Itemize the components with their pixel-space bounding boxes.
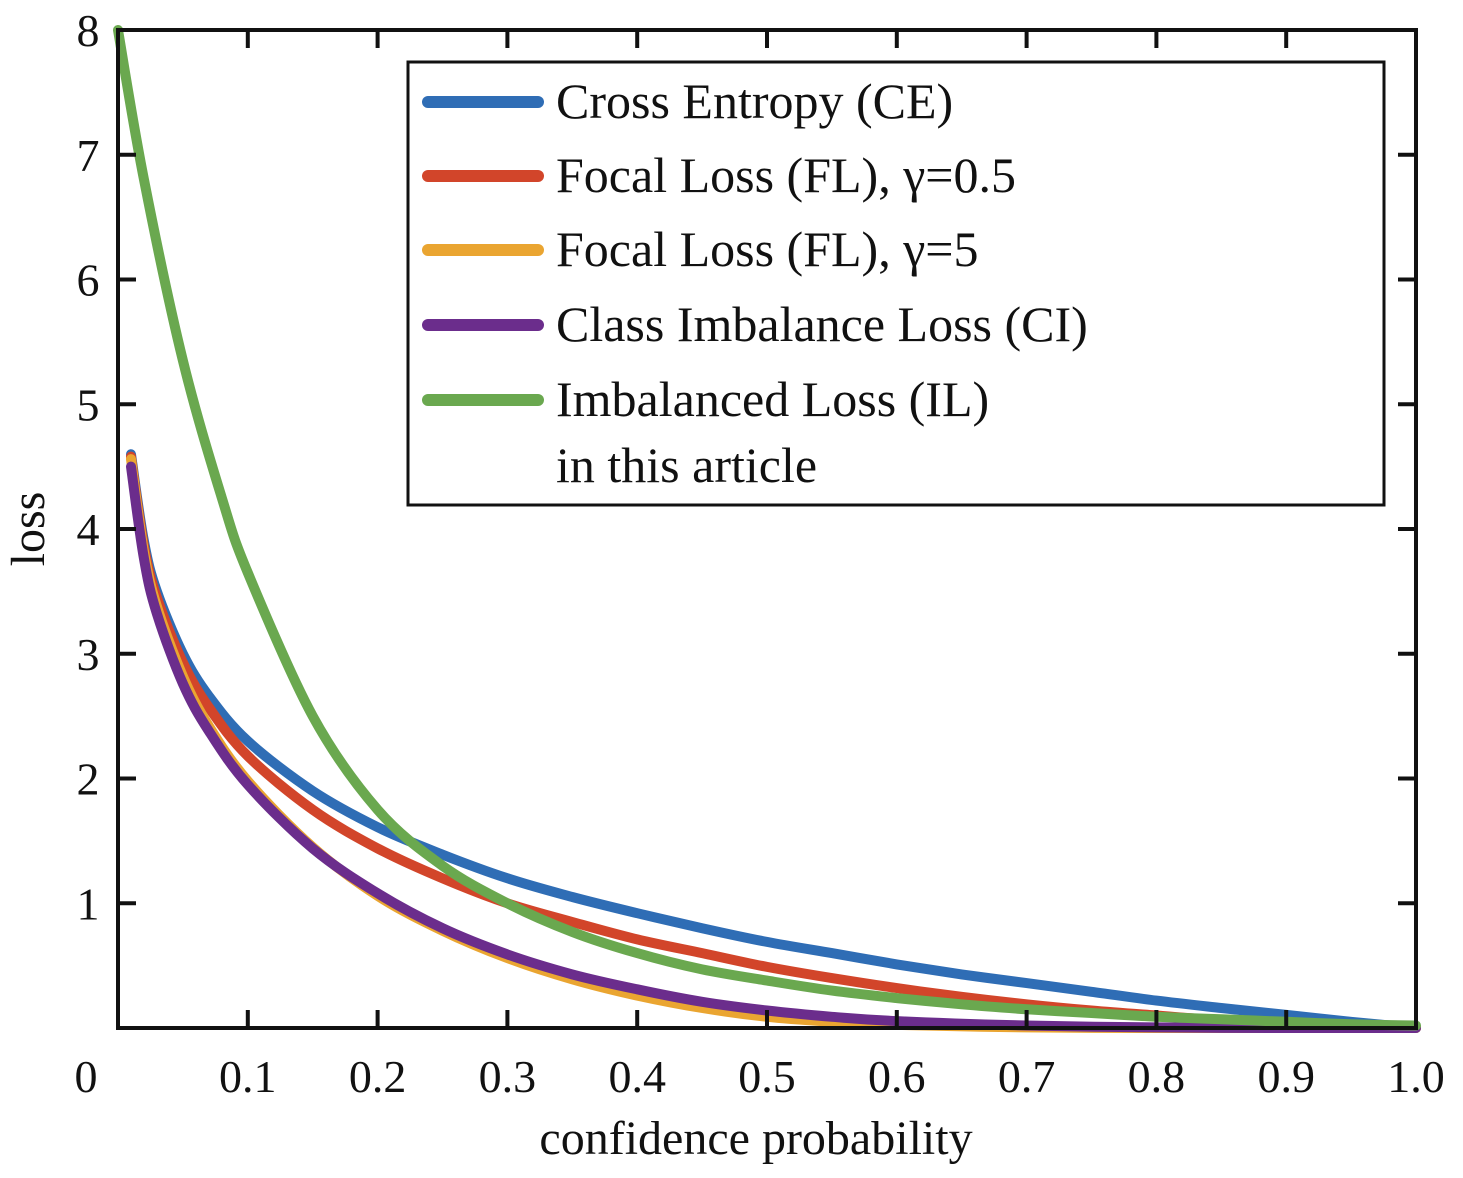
- x-tick-label: 0.7: [998, 1051, 1056, 1102]
- y-tick-label: 5: [77, 379, 100, 430]
- plot-frame: [116, 28, 1418, 1030]
- legend-label-2: Focal Loss (FL), γ=0.5: [556, 147, 1016, 203]
- x-tick-label: 0.9: [1257, 1051, 1315, 1102]
- legend: Cross Entropy (CE) Focal Loss (FL), γ=0.5…: [406, 60, 1386, 507]
- y-axis-label: loss: [2, 492, 55, 567]
- legend-box: [406, 60, 1386, 507]
- x-tick-label: 0.2: [349, 1051, 407, 1102]
- x-tick-label: 0.4: [608, 1051, 666, 1102]
- x-tick-label: 0.8: [1128, 1051, 1186, 1102]
- y-tick-label: 3: [77, 629, 100, 680]
- legend-label-5-line2: in this article: [556, 437, 817, 493]
- legend-label-3: Focal Loss (FL), γ=5: [556, 221, 979, 277]
- y-tick-label: 2: [77, 754, 100, 805]
- x-tick-label: 0: [75, 1051, 98, 1102]
- x-tick-label: 0.3: [479, 1051, 537, 1102]
- y-tick-label: 7: [77, 130, 100, 181]
- legend-label-4: Class Imbalance Loss (CI): [556, 296, 1088, 352]
- x-tick-label: 0.5: [738, 1051, 796, 1102]
- x-tick-label: 0.6: [868, 1051, 926, 1102]
- y-tick-label: 1: [77, 878, 100, 929]
- ticks-layer: [118, 30, 1416, 1028]
- tick-labels-layer: 0 0.1 0.2 0.3 0.4 0.5 0.6 0.7 0.8 0.9 1.0 1 2 3 4 5 6 7 8: [75, 5, 1445, 1102]
- legend-label-5: Imbalanced Loss (IL): [556, 371, 989, 427]
- series-line-1: [126, 449, 1421, 1033]
- y-tick-label: 8: [77, 5, 100, 56]
- legend-items: Cross Entropy (CE) Focal Loss (FL), γ=0.5…: [422, 73, 1088, 493]
- x-axis-label: confidence probability: [539, 1112, 972, 1165]
- legend-label-1: Cross Entropy (CE): [556, 73, 953, 129]
- y-tick-label: 6: [77, 255, 100, 306]
- x-tick-label: 1.0: [1387, 1051, 1445, 1102]
- x-tick-label: 0.1: [219, 1051, 277, 1102]
- y-tick-label: 4: [77, 504, 100, 555]
